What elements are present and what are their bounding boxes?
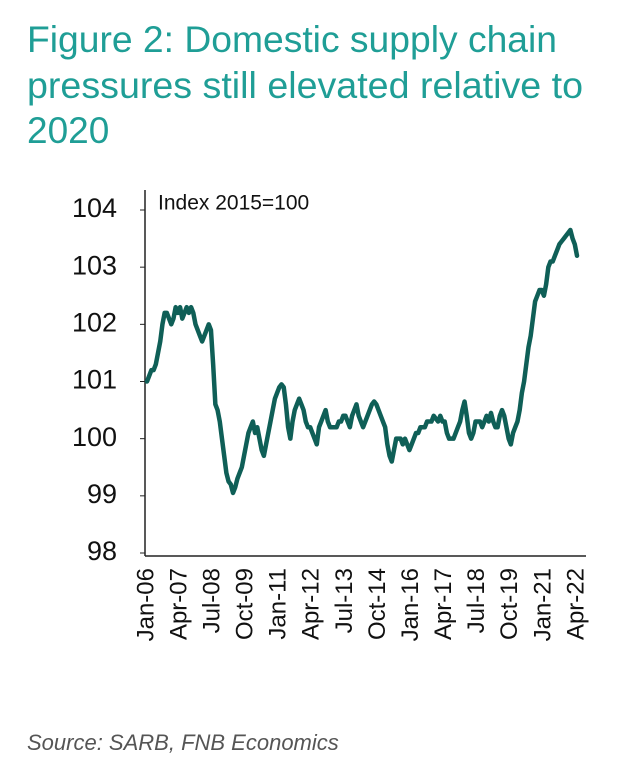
x-tick-label: Oct-14 <box>364 568 391 640</box>
x-tick-label: Apr-22 <box>562 568 589 640</box>
y-axis-label: Index 2015=100 <box>158 192 309 215</box>
y-tick-label: 101 <box>72 365 117 395</box>
x-tick-label: Jul-08 <box>198 568 225 633</box>
x-tick-label: Jan-21 <box>529 568 556 641</box>
x-tick-label: Jan-16 <box>397 568 424 641</box>
y-tick-label: 103 <box>72 250 117 280</box>
x-tick-label: Jul-18 <box>463 568 490 633</box>
y-tick-label: 104 <box>72 193 117 223</box>
x-tick-label: Jul-13 <box>331 568 358 633</box>
source-note: Source: SARB, FNB Economics <box>27 730 339 755</box>
y-tick-label: 98 <box>87 536 117 566</box>
y-tick-label: 99 <box>87 479 117 509</box>
chart-title: Figure 2: Domestic supply chain <box>27 19 557 60</box>
x-tick-label: Apr-17 <box>430 568 457 640</box>
y-tick-label: 102 <box>72 307 117 337</box>
x-tick-label: Oct-09 <box>232 568 259 640</box>
x-tick-label: Apr-07 <box>165 568 192 640</box>
x-tick-label: Jan-11 <box>265 568 292 640</box>
chart-title: 2020 <box>27 110 109 151</box>
data-line <box>144 227 580 496</box>
x-tick-label: Oct-19 <box>496 568 523 640</box>
chart-title: pressures still elevated relative to <box>27 65 583 106</box>
x-tick-label: Apr-12 <box>298 568 325 640</box>
x-tick-label: Jan-06 <box>132 568 159 641</box>
y-tick-label: 100 <box>72 422 117 452</box>
